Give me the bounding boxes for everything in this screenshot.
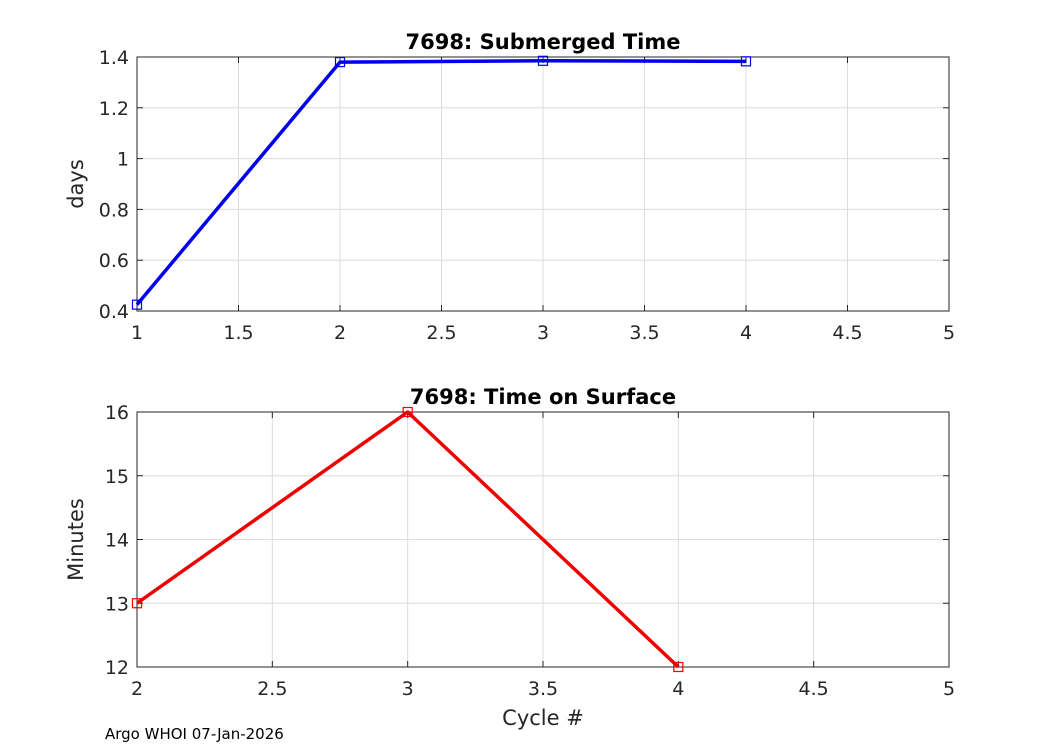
x-tick-label: 3	[402, 678, 414, 700]
x-tick-label: 1.5	[223, 322, 253, 344]
data-point	[131, 598, 143, 609]
x-tick-label: 3.5	[629, 322, 659, 344]
y-tick-label: 1.2	[99, 98, 129, 120]
x-tick-label: 4.5	[799, 678, 829, 700]
y-axis-label: Minutes	[64, 498, 88, 581]
x-tick-label: 4	[672, 678, 684, 700]
x-tick-label: 3.5	[528, 678, 558, 700]
series-line	[135, 59, 747, 306]
x-tick-label: 4.5	[832, 322, 862, 344]
data-point	[740, 56, 752, 67]
data-point	[402, 406, 413, 418]
x-tick-label: 5	[943, 678, 955, 700]
x-tick-label: 1	[131, 322, 143, 344]
y-tick-label: 14	[105, 530, 129, 552]
data-point	[334, 56, 346, 68]
y-tick-label: 1	[117, 149, 129, 171]
y-tick-label: 16	[105, 402, 129, 424]
series-line	[135, 410, 680, 669]
chart-1: 1 1.5 2 2.5 3 3.5 4 4.5 5 0.4 0.6 0.8 1 1.2 1.4 7698: S…	[64, 30, 955, 344]
y-tick-label: 15	[105, 466, 129, 488]
x-tick-label: 5	[943, 322, 955, 344]
y-axis-label: days	[64, 159, 88, 209]
chart-2: 2 2.5 3 3.5 4 4.5 5 12 13 14 15 16 7698: Time on Sur…	[64, 385, 955, 730]
x-tick-label: 3	[537, 322, 549, 344]
footer-credit: Argo WHOI 07-Jan-2026	[105, 725, 284, 743]
data-point	[537, 55, 549, 66]
x-tick-label: 4	[740, 322, 752, 344]
chart-title: 7698: Time on Surface	[410, 385, 676, 409]
data-point	[673, 661, 684, 673]
y-tick-label: 1.4	[99, 47, 129, 69]
y-tick-label: 0.8	[99, 199, 129, 221]
y-tick-label: 0.4	[99, 301, 129, 323]
x-tick-label: 2.5	[426, 322, 456, 344]
data-point	[131, 299, 143, 310]
y-tick-label: 13	[105, 593, 129, 615]
x-tick-label: 2	[334, 322, 346, 344]
x-tick-label: 2.5	[257, 678, 287, 700]
x-tick-label: 2	[131, 678, 143, 700]
x-axis-label: Cycle #	[502, 706, 584, 730]
y-tick-label: 0.6	[99, 250, 129, 272]
chart-title: 7698: Submerged Time	[405, 30, 680, 54]
y-tick-label: 12	[105, 657, 129, 679]
